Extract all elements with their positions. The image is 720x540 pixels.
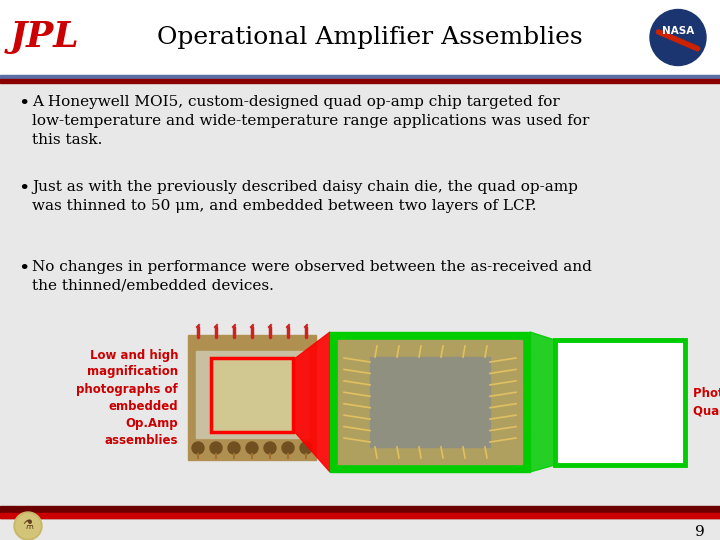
Bar [0, 79, 720, 83]
Text: •: • [18, 95, 30, 113]
Circle shape [246, 442, 258, 454]
Text: Photograph of
Quad Op.Amp: Photograph of Quad Op.Amp [693, 388, 720, 417]
Bar [338, 340, 522, 464]
Polygon shape [293, 332, 330, 472]
Circle shape [264, 442, 276, 454]
Bar [555, 340, 685, 465]
Bar [330, 332, 530, 472]
Text: ⚗: ⚗ [22, 519, 34, 532]
Bar [0, 0, 720, 75]
Bar [211, 358, 293, 432]
Bar [196, 351, 308, 438]
Bar [0, 506, 720, 518]
Circle shape [300, 442, 312, 454]
Circle shape [228, 442, 240, 454]
Text: A Honeywell MOI5, custom-designed quad op-amp chip targeted for
low-temperature : A Honeywell MOI5, custom-designed quad o… [32, 95, 590, 147]
Circle shape [14, 512, 42, 540]
Circle shape [650, 10, 706, 65]
Polygon shape [530, 332, 555, 472]
Bar [370, 357, 490, 447]
Circle shape [16, 514, 40, 538]
Text: No changes in performance were observed between the as-received and
the thinned/: No changes in performance were observed … [32, 260, 592, 293]
Bar [0, 512, 720, 518]
Bar [188, 335, 316, 460]
Text: •: • [18, 260, 30, 278]
Text: 9: 9 [695, 525, 705, 539]
Bar [555, 340, 685, 465]
Text: NASA: NASA [662, 26, 694, 37]
Circle shape [210, 442, 222, 454]
Text: Just as with the previously described daisy chain die, the quad op-amp
was thinn: Just as with the previously described da… [32, 180, 578, 213]
Text: •: • [18, 180, 30, 198]
Bar [213, 360, 291, 430]
Text: Low and high
magnification
photographs of
embedded
Op.Amp
assemblies: Low and high magnification photographs o… [76, 348, 178, 447]
Bar [0, 75, 720, 540]
Bar [0, 75, 720, 79]
Text: JPL: JPL [10, 21, 80, 55]
Text: Operational Amplifier Assemblies: Operational Amplifier Assemblies [157, 26, 582, 49]
Circle shape [192, 442, 204, 454]
Circle shape [282, 442, 294, 454]
